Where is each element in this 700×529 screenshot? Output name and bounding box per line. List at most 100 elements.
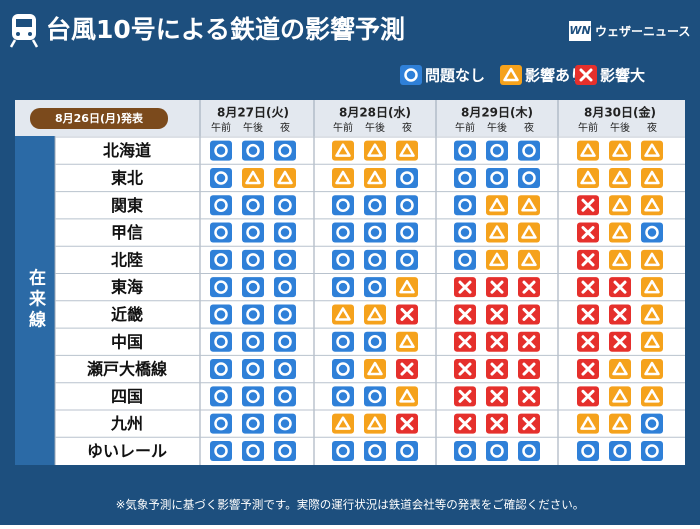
icon-triangle xyxy=(612,198,628,212)
icon-box xyxy=(364,386,386,407)
icon-box xyxy=(210,249,232,270)
icon-triangle xyxy=(612,143,628,157)
status-icon xyxy=(518,249,540,270)
status-icon xyxy=(609,277,631,298)
icon-circle xyxy=(246,389,260,404)
icon-box xyxy=(364,249,386,270)
icon-box xyxy=(242,413,264,434)
row-name: 中国 xyxy=(111,332,143,351)
status-icon xyxy=(364,440,386,461)
icon-circle xyxy=(246,335,260,349)
icon-circle xyxy=(278,416,292,431)
status-icon xyxy=(454,195,476,216)
icon-box xyxy=(518,140,540,161)
icon-box xyxy=(242,386,264,407)
icon-triangle xyxy=(335,170,351,185)
icon-circle xyxy=(490,444,504,458)
icon-box xyxy=(577,440,599,461)
icon-circle xyxy=(246,362,260,376)
icon-cross xyxy=(581,198,595,212)
icon-box xyxy=(274,140,296,161)
icon-box xyxy=(454,140,476,161)
icon-triangle xyxy=(367,143,383,157)
status-icon xyxy=(364,222,386,243)
status-icon xyxy=(518,304,540,325)
status-icon xyxy=(641,249,663,270)
icon-circle xyxy=(458,198,472,212)
status-icon xyxy=(396,249,418,270)
icon-triangle xyxy=(644,143,660,157)
status-icon xyxy=(577,413,599,434)
icon-box xyxy=(210,331,232,352)
icon-box xyxy=(242,277,264,298)
icon-circle xyxy=(336,362,350,376)
row-name: 関東 xyxy=(111,196,143,215)
icon-triangle xyxy=(399,143,415,157)
status-icon xyxy=(332,440,354,461)
status-icon xyxy=(274,386,296,407)
status-icon xyxy=(486,304,508,325)
icon-box xyxy=(242,140,264,161)
icon-circle xyxy=(336,335,350,349)
icon-box xyxy=(210,304,232,325)
status-icon xyxy=(518,331,540,352)
status-icon xyxy=(396,359,418,380)
icon-cross xyxy=(490,362,504,376)
status-icon xyxy=(577,331,599,352)
icon-circle xyxy=(400,444,414,458)
icon-box xyxy=(274,195,296,216)
icon-circle xyxy=(246,198,260,212)
icon-circle xyxy=(278,225,292,240)
icon-box xyxy=(332,277,354,298)
period-label: 午前 xyxy=(578,121,598,134)
icon-cross xyxy=(581,253,595,267)
icon-triangle xyxy=(521,198,537,212)
icon-cross xyxy=(458,335,472,349)
icon-circle xyxy=(278,253,292,267)
status-icon xyxy=(396,331,418,352)
icon-circle xyxy=(458,143,472,158)
status-icon xyxy=(332,167,354,188)
status-icon xyxy=(242,386,264,407)
icon-cross xyxy=(613,335,627,349)
icon-box xyxy=(454,167,476,188)
icon-circle xyxy=(214,253,228,267)
day-label: 8月30日(金) xyxy=(584,105,656,120)
icon-cross xyxy=(522,307,536,321)
icon-circle xyxy=(214,171,228,185)
status-icon xyxy=(641,413,663,434)
icon-cross xyxy=(458,307,472,321)
icon-box xyxy=(242,359,264,380)
status-icon xyxy=(364,359,386,380)
icon-box xyxy=(396,222,418,243)
icon-circle xyxy=(368,389,382,404)
status-icon xyxy=(577,167,599,188)
icon-circle xyxy=(246,143,260,158)
icon-triangle xyxy=(335,416,351,430)
icon-circle xyxy=(336,280,350,294)
icon-circle xyxy=(214,362,228,376)
status-icon xyxy=(332,386,354,407)
status-icon xyxy=(641,440,663,461)
icon-box xyxy=(364,277,386,298)
icon-box xyxy=(274,304,296,325)
icon-triangle xyxy=(644,279,660,294)
icon-cross xyxy=(458,417,472,431)
icon-triangle xyxy=(644,198,660,212)
icon-triangle xyxy=(399,279,415,294)
icon-triangle xyxy=(580,170,596,185)
status-icon xyxy=(274,140,296,161)
icon-circle xyxy=(214,444,228,458)
icon-triangle xyxy=(335,307,351,321)
status-icon xyxy=(274,277,296,298)
status-icon xyxy=(364,195,386,216)
status-icon xyxy=(486,140,508,161)
icon-circle xyxy=(278,198,292,212)
status-icon xyxy=(400,65,422,85)
icon-triangle xyxy=(521,252,537,267)
status-icon xyxy=(641,331,663,352)
status-icon xyxy=(210,277,232,298)
icon-box xyxy=(274,277,296,298)
status-icon xyxy=(274,167,296,188)
icon-box xyxy=(210,222,232,243)
